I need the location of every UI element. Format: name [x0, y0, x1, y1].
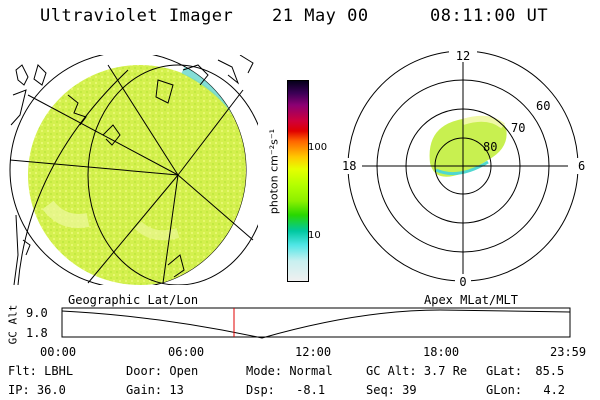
- colorbar-tick-10: 10: [308, 230, 321, 241]
- colorbar-container: 100 10 photon cm⁻²s⁻¹: [262, 80, 342, 290]
- date-label: 21 May 00: [272, 6, 369, 26]
- mlt-label-12: 12: [456, 49, 470, 63]
- info-glon: GLon: 4.2: [486, 383, 566, 397]
- colorbar-tick-100: 100: [308, 142, 328, 153]
- altitude-plot-frame: [61, 307, 571, 338]
- info-mode: Mode: Normal: [246, 364, 333, 378]
- info-seq: Seq: 39: [366, 383, 417, 397]
- mlat-label-60: 60: [536, 99, 550, 113]
- polar-plot: 12 18 6 0 60 70 80: [338, 48, 588, 289]
- altitude-curve: [61, 309, 571, 339]
- intensity-colorbar: [287, 80, 309, 282]
- info-gain: Gain: 13: [126, 383, 184, 397]
- apex-panel-label: Apex MLat/MLT: [424, 293, 518, 307]
- x-tick-0600: 06:00: [168, 345, 205, 359]
- info-ip: IP: 36.0: [8, 383, 66, 397]
- geographic-panel-label: Geographic Lat/Lon: [68, 293, 199, 307]
- y-tick-1.8: 1.8: [26, 326, 48, 340]
- mlat-label-80: 80: [483, 140, 497, 154]
- altitude-plot: [61, 307, 571, 339]
- geographic-image: [9, 51, 269, 289]
- info-glat: GLat: 85.5: [486, 364, 565, 378]
- apex-polar-panel: 12 18 6 0 60 70 80: [338, 48, 588, 289]
- info-door: Door: Open: [126, 364, 199, 378]
- time-label: 08:11:00 UT: [430, 6, 549, 26]
- mlt-label-18: 18: [342, 159, 356, 173]
- info-filter: Flt: LBHL: [8, 364, 74, 378]
- x-tick-0000: 00:00: [40, 345, 77, 359]
- mlt-label-0: 0: [459, 275, 466, 288]
- coastlines: [10, 54, 254, 286]
- colorbar-unit-label: photon cm⁻²s⁻¹: [267, 128, 281, 215]
- mlt-label-6: 6: [578, 159, 585, 173]
- info-gc-alt: GC Alt: 3.7 Re: [366, 364, 468, 378]
- y-tick-9: 9.0: [26, 306, 48, 320]
- auroral-oval: [429, 116, 507, 177]
- info-dsp: Dsp: -8.1: [246, 383, 326, 397]
- x-tick-1800: 18:00: [423, 345, 460, 359]
- app-title: Ultraviolet Imager: [40, 6, 234, 26]
- geographic-image-panel: [8, 51, 269, 289]
- altitude-timeline: Geographic Lat/Lon Apex MLat/MLT GC Alt …: [0, 292, 600, 359]
- x-tick-1200: 12:00: [295, 345, 332, 359]
- mlat-label-70: 70: [511, 121, 525, 135]
- x-tick-2359: 23:59: [550, 345, 587, 359]
